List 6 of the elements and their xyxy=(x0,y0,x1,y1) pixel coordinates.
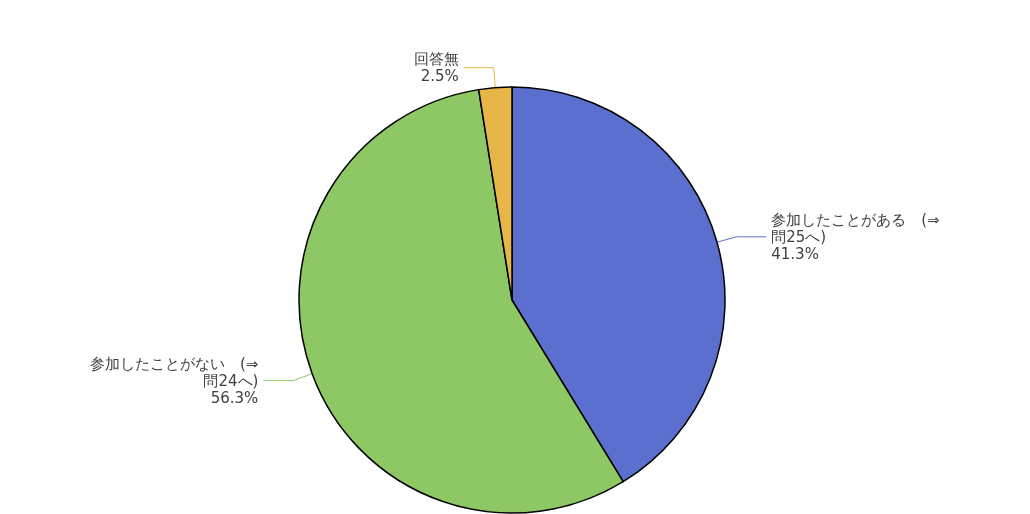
data-label: 2.5% xyxy=(420,67,459,86)
data-label: 41.3% xyxy=(771,244,819,263)
data-label: 56.3% xyxy=(210,388,259,407)
slice-label: 参加したことがある (⇒問25へ) xyxy=(771,210,940,246)
slice-label: 回答無 xyxy=(413,50,459,69)
slice-label: 参加したことがない (⇒問24へ) xyxy=(89,354,259,390)
